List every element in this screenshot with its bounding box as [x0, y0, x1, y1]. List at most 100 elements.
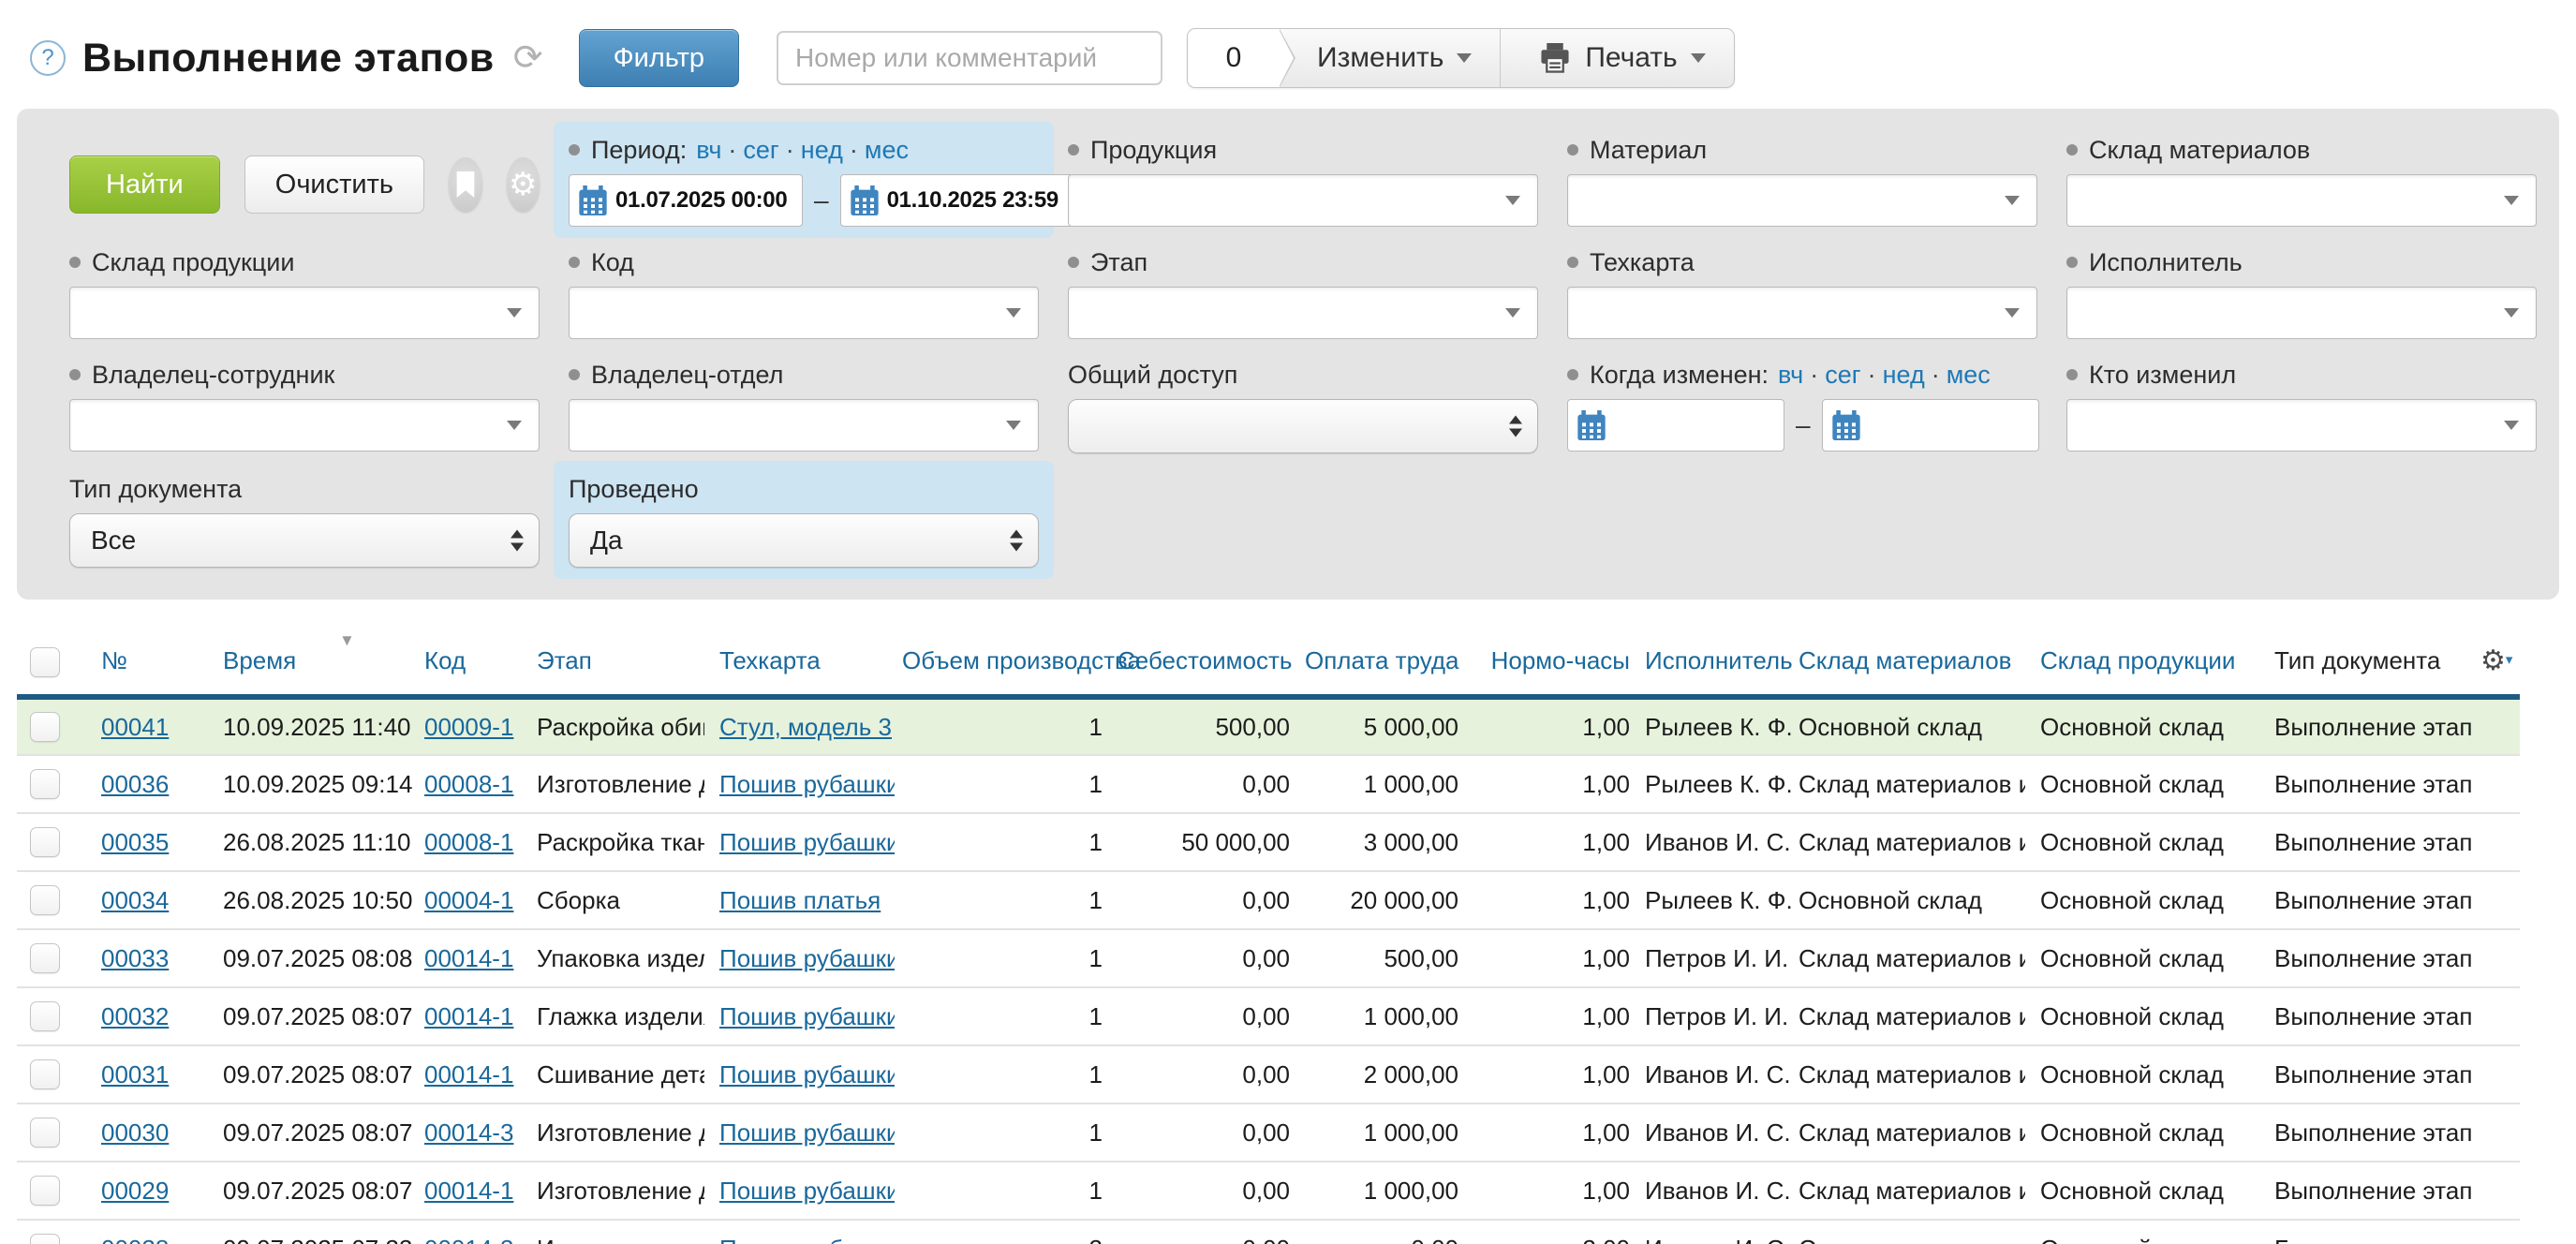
period-from-input[interactable]: 01.07.2025 00:00: [569, 174, 803, 227]
column-header-hours[interactable]: Нормо-часы: [1466, 629, 1637, 697]
code-link[interactable]: 00014-1: [424, 944, 513, 972]
column-header-mat-store[interactable]: Склад материалов: [1791, 629, 2033, 697]
code-link[interactable]: 00004-1: [424, 886, 513, 914]
modified-from-input[interactable]: [1567, 399, 1784, 452]
techcard-link[interactable]: Пошив рубашки: [719, 770, 895, 798]
code-combobox[interactable]: [569, 287, 1039, 339]
techcard-link[interactable]: Пошив рубашки: [719, 1235, 895, 1244]
column-header-volume[interactable]: Объем производства: [895, 629, 1110, 697]
techcard-link[interactable]: Пошив рубашки: [719, 828, 895, 856]
who-modified-combobox[interactable]: [2066, 399, 2537, 452]
help-icon[interactable]: ?: [30, 40, 66, 76]
search-input[interactable]: [777, 31, 1162, 85]
column-header-stage[interactable]: Этап: [529, 629, 712, 697]
chevron-down-icon: [507, 308, 522, 318]
doc-type-cell: Выполнение этапа: [2267, 1045, 2473, 1103]
code-link[interactable]: 00008-1: [424, 828, 513, 856]
techcard-link[interactable]: Пошив платья: [719, 886, 881, 914]
owner-employee-combobox[interactable]: [69, 399, 540, 452]
doc-number-link[interactable]: 00036: [101, 770, 169, 798]
period-to-input[interactable]: 01.10.2025 23:59: [840, 174, 1074, 227]
doc-number-link[interactable]: 00031: [101, 1060, 169, 1088]
quick-link-yesterday[interactable]: вч: [1778, 361, 1803, 389]
techcard-link[interactable]: Пошив рубашки: [719, 944, 895, 972]
doc-number-link[interactable]: 00041: [101, 713, 169, 741]
code-link[interactable]: 00014-1: [424, 1002, 513, 1030]
quick-link-today[interactable]: сег: [721, 136, 778, 164]
quick-link-month[interactable]: мес: [1925, 361, 1991, 389]
doc-number-link[interactable]: 00034: [101, 886, 169, 914]
column-header-techcard[interactable]: Техкарта: [712, 629, 895, 697]
quick-link-today[interactable]: сег: [1803, 361, 1860, 389]
doc-number-link[interactable]: 00030: [101, 1118, 169, 1147]
filter-button[interactable]: Фильтр: [579, 29, 739, 87]
find-button[interactable]: Найти: [69, 156, 220, 214]
column-header-cost[interactable]: Себестоимость: [1110, 629, 1297, 697]
code-link[interactable]: 00014-1: [424, 1060, 513, 1088]
cost-cell: 0,00: [1110, 1220, 1297, 1244]
row-checkbox[interactable]: [30, 827, 60, 857]
refresh-icon[interactable]: ⟳: [513, 40, 543, 76]
column-header-prod-store[interactable]: Склад продукции: [2033, 629, 2267, 697]
row-checkbox[interactable]: [30, 1118, 60, 1148]
quick-link-week[interactable]: нед: [779, 136, 843, 164]
doc-number-link[interactable]: 00029: [101, 1177, 169, 1205]
doc-number-link[interactable]: 00028: [101, 1235, 169, 1244]
column-header-time[interactable]: Время▼: [215, 629, 417, 697]
techcard-link[interactable]: Стул, модель 3: [719, 713, 892, 741]
row-checkbox[interactable]: [30, 885, 60, 915]
bullet-icon: [1567, 144, 1578, 156]
techcard-combobox[interactable]: [1567, 287, 2037, 339]
code-link[interactable]: 00009-1: [424, 713, 513, 741]
sort-desc-icon[interactable]: ▼: [339, 631, 355, 650]
clear-button[interactable]: Очистить: [244, 156, 424, 214]
column-header-pay[interactable]: Оплата труда: [1297, 629, 1466, 697]
techcard-link[interactable]: Пошив рубашки: [719, 1177, 895, 1205]
doc-number-link[interactable]: 00033: [101, 944, 169, 972]
material-combobox[interactable]: [1567, 174, 2037, 227]
modified-to-input[interactable]: [1822, 399, 2039, 452]
row-checkbox[interactable]: [30, 943, 60, 973]
doc-number-link[interactable]: 00035: [101, 828, 169, 856]
quick-link-week[interactable]: нед: [1861, 361, 1925, 389]
row-checkbox[interactable]: [30, 769, 60, 799]
bullet-icon: [1068, 144, 1079, 156]
quick-link-month[interactable]: мес: [843, 136, 909, 164]
code-link[interactable]: 00014-3: [424, 1235, 513, 1244]
code-link[interactable]: 00014-3: [424, 1118, 513, 1147]
print-button[interactable]: Печать: [1501, 29, 1733, 87]
material-store-combobox[interactable]: [2066, 174, 2537, 227]
row-checkbox[interactable]: [30, 1059, 60, 1089]
code-link[interactable]: 00008-1: [424, 770, 513, 798]
row-checkbox[interactable]: [30, 1234, 60, 1244]
doc-number-link[interactable]: 00032: [101, 1002, 169, 1030]
row-checkbox[interactable]: [30, 1001, 60, 1031]
column-header-num[interactable]: №: [94, 629, 215, 697]
calendar-icon: [579, 185, 607, 215]
column-header-executor[interactable]: Исполнитель: [1637, 629, 1791, 697]
quick-link-yesterday[interactable]: вч: [696, 136, 721, 164]
bullet-icon: [2066, 144, 2078, 156]
techcard-link[interactable]: Пошив рубашки: [719, 1060, 895, 1088]
row-checkbox[interactable]: [30, 1176, 60, 1206]
columns-settings-button[interactable]: ⚙▾: [2473, 629, 2520, 697]
posted-select[interactable]: Да: [569, 513, 1039, 568]
owner-dept-combobox[interactable]: [569, 399, 1039, 452]
bookmark-button[interactable]: [449, 157, 481, 212]
code-link[interactable]: 00014-1: [424, 1177, 513, 1205]
shared-access-select[interactable]: [1068, 399, 1538, 453]
stage-combobox[interactable]: [1068, 287, 1538, 339]
stage-cell: Изготовление детал: [537, 770, 704, 799]
column-header-code[interactable]: Код: [417, 629, 529, 697]
product-store-combobox[interactable]: [69, 287, 540, 339]
product-combobox[interactable]: [1068, 174, 1538, 227]
select-all-checkbox[interactable]: [30, 647, 60, 677]
settings-button[interactable]: ⚙: [507, 157, 540, 212]
techcard-link[interactable]: Пошив рубашки: [719, 1002, 895, 1030]
techcard-link[interactable]: Пошив рубашки: [719, 1118, 895, 1147]
doc-type-select[interactable]: Все: [69, 513, 540, 568]
calendar-icon: [851, 185, 879, 215]
row-checkbox[interactable]: [30, 712, 60, 742]
executor-combobox[interactable]: [2066, 287, 2537, 339]
edit-button[interactable]: Изменить: [1280, 29, 1500, 87]
